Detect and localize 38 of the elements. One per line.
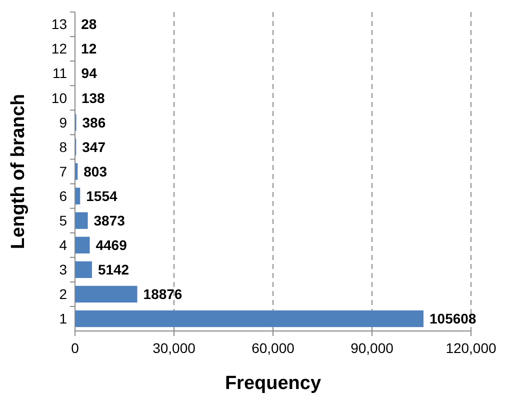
y-tick-label: 12 xyxy=(51,40,68,57)
x-tick-label: 0 xyxy=(71,340,80,356)
y-tick-label: 5 xyxy=(59,212,68,228)
data-label: 5142 xyxy=(98,262,130,278)
bar xyxy=(75,212,88,229)
data-label: 28 xyxy=(81,16,97,32)
y-tick-label: 8 xyxy=(59,138,68,155)
bar xyxy=(75,261,92,278)
data-label: 347 xyxy=(82,138,106,155)
y-tick-label: 10 xyxy=(51,90,68,106)
data-label: 1554 xyxy=(86,188,118,204)
data-label: 12 xyxy=(81,40,97,57)
y-tick-label: 13 xyxy=(51,16,68,32)
data-label: 3873 xyxy=(94,212,126,228)
data-label: 803 xyxy=(84,163,108,180)
data-label: 4469 xyxy=(96,237,128,254)
y-tick-label: 11 xyxy=(52,65,68,82)
y-tick-label: 9 xyxy=(59,114,68,130)
bar xyxy=(75,286,138,303)
data-label: 138 xyxy=(81,90,106,106)
y-tick-label: 2 xyxy=(59,286,68,302)
y-axis-title: Length of branch xyxy=(8,94,29,250)
bar xyxy=(75,236,90,254)
x-tick-label: 90,000 xyxy=(350,340,394,356)
data-label: 105608 xyxy=(430,310,476,327)
y-tick-label: 6 xyxy=(59,188,68,204)
y-tick-label: 1 xyxy=(59,310,68,327)
data-label: 386 xyxy=(82,114,106,130)
data-label: 94 xyxy=(81,65,98,82)
x-tick-label: 30,000 xyxy=(152,340,196,356)
x-axis-title: Frequency xyxy=(224,373,322,394)
data-label: 18876 xyxy=(143,286,182,302)
x-tick-label: 60,000 xyxy=(252,340,295,356)
y-tick-label: 4 xyxy=(59,237,68,254)
y-tick-label: 3 xyxy=(59,262,68,278)
x-tick-label: 120,000 xyxy=(446,340,497,356)
y-tick-label: 7 xyxy=(59,163,68,180)
bar xyxy=(75,310,424,328)
